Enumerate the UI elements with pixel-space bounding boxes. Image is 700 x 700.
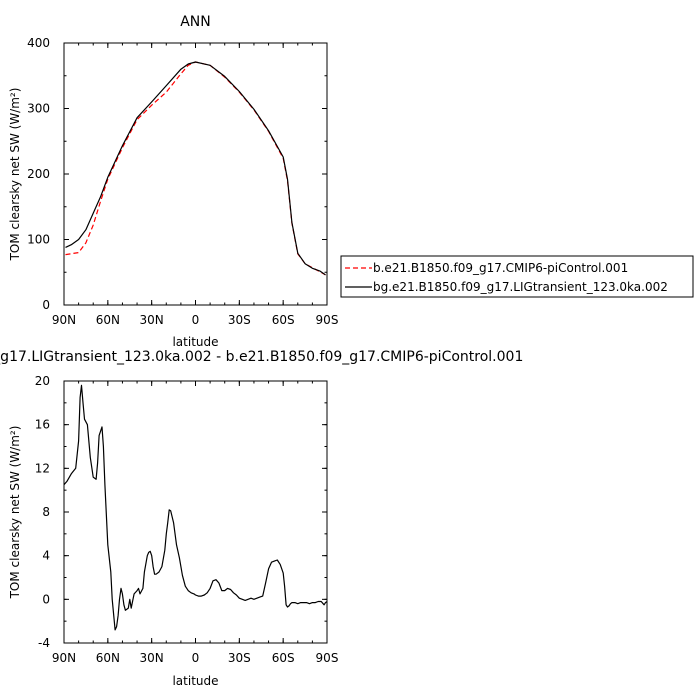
top-x-tick-label: 30S bbox=[228, 313, 251, 327]
top-x-tick-label: 60S bbox=[272, 313, 295, 327]
top-y-tick-label: 100 bbox=[27, 233, 50, 247]
bottom-x-tick-label: 60S bbox=[272, 651, 295, 665]
bottom-ylabel: TOM clearsky net SW (W/m²) bbox=[8, 426, 22, 600]
bottom-x-tick-label: 30N bbox=[140, 651, 164, 665]
bottom-x-tick-label: 90N bbox=[52, 651, 76, 665]
bottom-y-tick-label: 4 bbox=[42, 549, 50, 563]
legend-label-1: bg.e21.B1850.f09_g17.LIGtransient_123.0k… bbox=[373, 280, 668, 294]
top-y-tick-label: 0 bbox=[42, 298, 50, 312]
bottom-y-tick-label: 20 bbox=[35, 374, 50, 388]
top-x-tick-label: 0 bbox=[192, 313, 200, 327]
legend-label-0: b.e21.B1850.f09_g17.CMIP6-piControl.001 bbox=[373, 261, 628, 275]
bottom-series-line-0 bbox=[63, 384, 328, 631]
legend: b.e21.B1850.f09_g17.CMIP6-piControl.001b… bbox=[340, 255, 694, 298]
top-xlabel: latitude bbox=[172, 335, 218, 349]
bottom-panel-title: bg.e21.B1850.f09_g17.LIGtransient_123.0k… bbox=[0, 349, 523, 365]
top-x-tick-label: 60N bbox=[96, 313, 120, 327]
bottom-y-tick-label: 0 bbox=[42, 592, 50, 606]
legend-box bbox=[340, 255, 694, 298]
top-y-tick-label: 400 bbox=[27, 36, 50, 50]
bottom-y-tick-label: 8 bbox=[42, 505, 50, 519]
top-x-tick-label: 30N bbox=[140, 313, 164, 327]
bottom-x-tick-label: 90S bbox=[316, 651, 339, 665]
bottom-x-tick-label: 0 bbox=[192, 651, 200, 665]
top-panel: ANN 90N 60N 30N 0 30S 60S 90S 0 100 200 300 400 lat… bbox=[8, 14, 338, 349]
bottom-y-tick-label: -4 bbox=[38, 636, 50, 650]
top-x-tick-label: 90S bbox=[316, 313, 339, 327]
top-y-tick-label: 200 bbox=[27, 167, 50, 181]
top-plot-frame bbox=[63, 42, 328, 306]
top-x-tick-label: 90N bbox=[52, 313, 76, 327]
bottom-x-tick-label: 60N bbox=[96, 651, 120, 665]
bottom-panel: bg.e21.B1850.f09_g17.LIGtransient_123.0k… bbox=[0, 349, 523, 688]
bottom-y-tick-label: 12 bbox=[35, 461, 50, 475]
top-panel-title: ANN bbox=[180, 14, 211, 30]
bottom-x-tick-label: 30S bbox=[228, 651, 251, 665]
top-ylabel: TOM clearsky net SW (W/m²) bbox=[8, 88, 22, 262]
top-series-line-0 bbox=[65, 61, 326, 276]
top-y-tick-label: 300 bbox=[27, 102, 50, 116]
bottom-plot-frame bbox=[63, 380, 328, 644]
bottom-y-tick-label: 16 bbox=[35, 418, 50, 432]
top-series-line-1 bbox=[65, 61, 326, 276]
bottom-xlabel: latitude bbox=[172, 674, 218, 688]
